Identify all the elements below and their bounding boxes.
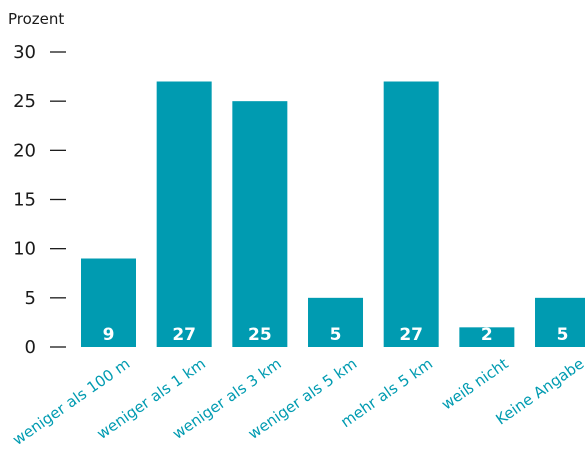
bar-value-label: 27 bbox=[172, 325, 196, 345]
y-tick-label: 15 bbox=[13, 190, 36, 211]
bar-value-label: 5 bbox=[330, 325, 342, 345]
bar bbox=[383, 81, 439, 347]
y-tick-label: 30 bbox=[13, 42, 36, 63]
bar-value-label: 27 bbox=[399, 325, 423, 345]
y-tick-label: 5 bbox=[25, 288, 36, 309]
bar-value-label: 9 bbox=[103, 325, 115, 345]
bar bbox=[232, 101, 288, 348]
bar-value-label: 2 bbox=[481, 325, 493, 345]
y-tick-label: 0 bbox=[25, 337, 36, 358]
bar-value-label: 25 bbox=[248, 325, 272, 345]
x-tick-label: weiß nicht bbox=[438, 354, 512, 413]
y-tick-label: 25 bbox=[13, 91, 36, 112]
y-axis-label: Prozent bbox=[8, 10, 64, 28]
bar bbox=[308, 297, 364, 347]
y-tick-label: 10 bbox=[13, 239, 36, 260]
bar-value-label: 5 bbox=[557, 325, 569, 345]
bar bbox=[81, 258, 136, 347]
bar bbox=[535, 297, 585, 347]
bars: 9 27 25 5 27 2 5 bbox=[81, 81, 585, 348]
y-tick-label: 20 bbox=[13, 140, 36, 161]
bar bbox=[459, 327, 515, 347]
bar bbox=[156, 81, 212, 347]
y-axis: 0 5 10 15 20 25 30 bbox=[13, 42, 66, 358]
